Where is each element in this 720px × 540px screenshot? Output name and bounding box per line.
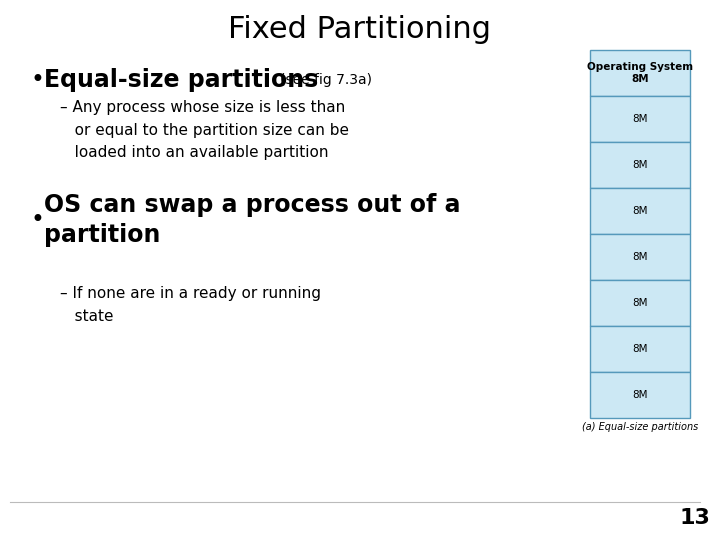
Text: •: • xyxy=(30,208,44,232)
Text: – If none are in a ready or running
   state: – If none are in a ready or running stat… xyxy=(60,286,321,323)
Text: Operating System
8M: Operating System 8M xyxy=(587,62,693,84)
Text: 8M: 8M xyxy=(632,298,648,308)
Bar xyxy=(590,96,690,142)
Bar xyxy=(590,234,690,280)
Bar xyxy=(590,50,690,96)
Text: (a) Equal-size partitions: (a) Equal-size partitions xyxy=(582,422,698,432)
Text: 8M: 8M xyxy=(632,206,648,216)
Text: 8M: 8M xyxy=(632,160,648,170)
Text: 8M: 8M xyxy=(632,344,648,354)
Text: 8M: 8M xyxy=(632,390,648,400)
Text: •: • xyxy=(30,68,44,92)
Text: – Any process whose size is less than
   or equal to the partition size can be
 : – Any process whose size is less than or… xyxy=(60,100,349,160)
Bar xyxy=(590,188,690,234)
Text: 13: 13 xyxy=(679,508,710,528)
Text: 8M: 8M xyxy=(632,114,648,124)
Text: OS can swap a process out of a
partition: OS can swap a process out of a partition xyxy=(44,193,461,247)
Bar xyxy=(590,372,690,418)
Text: Equal-size partitions: Equal-size partitions xyxy=(44,68,318,92)
Text: (see fig 7.3a): (see fig 7.3a) xyxy=(280,73,372,87)
Text: Fixed Partitioning: Fixed Partitioning xyxy=(228,16,492,44)
Bar xyxy=(590,142,690,188)
Bar xyxy=(590,326,690,372)
Text: 8M: 8M xyxy=(632,252,648,262)
Bar xyxy=(590,280,690,326)
